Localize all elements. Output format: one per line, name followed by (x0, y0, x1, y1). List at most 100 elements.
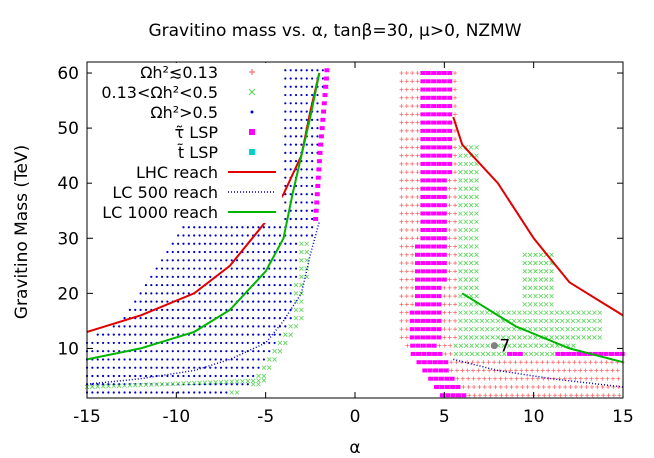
point-relic-low (531, 384, 536, 389)
point-stau (450, 393, 456, 398)
point-relic-high (252, 317, 255, 320)
point-relic-high (219, 283, 223, 287)
point-relic-high (316, 126, 319, 130)
point-relic-low (442, 343, 447, 348)
point-relic-high (294, 85, 298, 88)
point-relic-high (193, 341, 196, 345)
point-relic-high (187, 300, 190, 303)
point-relic-low (477, 384, 482, 389)
point-relic-low (399, 104, 404, 109)
point-relic-high (246, 341, 249, 345)
point-relic-high (235, 383, 239, 386)
point-relic-low (410, 211, 415, 216)
point-relic-mid (543, 293, 549, 299)
point-relic-low (590, 393, 595, 398)
point-relic-high (241, 242, 244, 245)
point-relic-high (294, 226, 298, 229)
point-relic-high (252, 300, 255, 303)
point-relic-high (225, 383, 228, 386)
point-stau (447, 112, 453, 117)
point-relic-high (289, 135, 292, 138)
x-tick-label: -15 (73, 407, 101, 427)
point-relic-low (453, 128, 458, 133)
point-stau (450, 384, 456, 389)
point-stau (319, 126, 325, 131)
point-relic-high (246, 358, 249, 361)
point-relic-low (594, 376, 599, 381)
point-relic-high (278, 283, 282, 287)
point-stau (438, 376, 444, 381)
point-relic-mid (229, 390, 235, 395)
point-stau (420, 203, 426, 208)
point-relic-low (594, 368, 599, 373)
point-relic-high (235, 250, 239, 254)
point-relic-high (182, 275, 185, 278)
point-relic-high (219, 242, 223, 245)
point-relic-mid (522, 285, 528, 291)
point-relic-low (529, 360, 534, 365)
point-relic-mid (506, 310, 511, 315)
point-relic-mid (479, 310, 485, 315)
point-relic-low (410, 194, 415, 199)
point-relic-mid (293, 282, 299, 288)
point-relic-high (262, 259, 265, 262)
point-relic-high (241, 292, 244, 295)
point-relic-high (214, 325, 217, 328)
point-stau (431, 104, 437, 109)
point-relic-mid (522, 318, 528, 324)
point-relic-mid (266, 365, 272, 370)
point-relic-low (514, 376, 519, 381)
point-relic-low (536, 384, 541, 389)
point-relic-high (316, 102, 319, 105)
point-relic-mid (528, 343, 533, 348)
point-relic-high (219, 292, 223, 295)
point-relic-high (300, 209, 303, 212)
legend-label: 0.13<Ωh²<0.5 (101, 83, 218, 102)
point-stau (425, 178, 431, 183)
point-relic-low (399, 302, 404, 307)
point-relic-high (305, 118, 308, 121)
point-relic-low (447, 252, 452, 257)
point-relic-high (262, 226, 265, 229)
point-relic-high (193, 242, 196, 245)
point-stau (436, 310, 442, 315)
point-relic-high (278, 325, 282, 328)
point-relic-low (542, 393, 547, 398)
point-relic-low (453, 277, 458, 282)
point-stau (425, 277, 431, 282)
point-relic-high (177, 250, 180, 254)
point-relic-mid (463, 178, 469, 183)
point-relic-high (289, 160, 292, 163)
point-relic-high (252, 325, 255, 328)
point-stau (441, 178, 447, 183)
point-relic-high (203, 350, 207, 353)
point-relic-low (453, 178, 458, 183)
point-relic-high (214, 234, 217, 237)
point-relic-high (268, 267, 271, 270)
point-relic-high (230, 275, 233, 278)
point-relic-mid (304, 258, 310, 263)
benchmark-point: 7 (490, 337, 510, 357)
point-relic-mid (256, 373, 261, 379)
point-stau (425, 261, 431, 266)
point-relic-high (230, 234, 233, 237)
point-relic-low (404, 71, 409, 76)
point-relic-high (166, 300, 169, 303)
point-stau (425, 244, 431, 249)
point-relic-low (410, 170, 415, 175)
point-stau (416, 351, 422, 356)
point-relic-mid (218, 379, 224, 385)
point-relic-mid (522, 310, 528, 315)
point-relic-mid (501, 343, 507, 348)
point-relic-high (252, 333, 255, 336)
point-relic-high (300, 110, 303, 113)
point-relic-high (198, 226, 201, 229)
point-relic-high (235, 226, 239, 229)
point-relic-high (289, 85, 292, 88)
point-relic-high (311, 193, 314, 196)
point-stau (431, 153, 437, 158)
point-stau (420, 87, 426, 92)
point-relic-high (278, 226, 282, 229)
point-relic-low (556, 368, 561, 373)
point-stau (441, 236, 447, 241)
